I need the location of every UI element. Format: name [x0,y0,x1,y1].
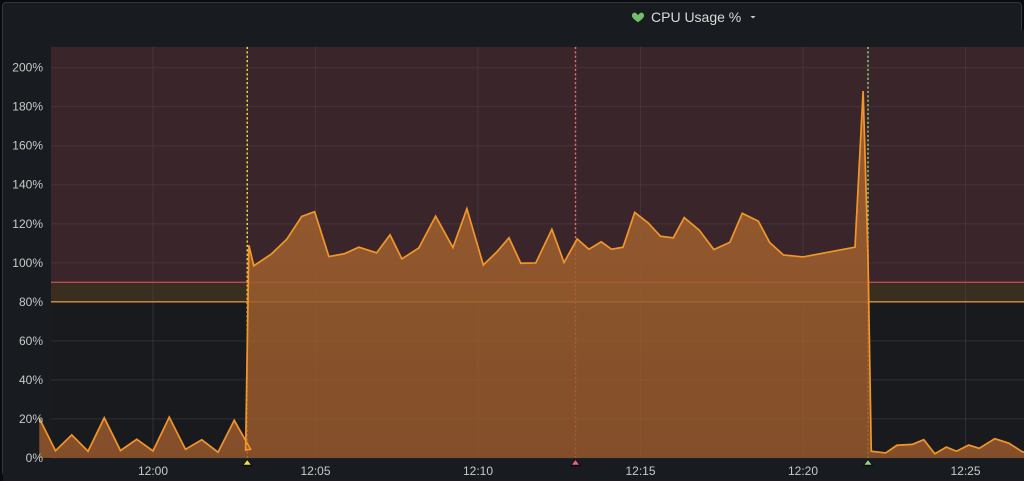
svg-text:180%: 180% [12,100,43,114]
svg-text:12:20: 12:20 [788,464,818,478]
svg-text:12:05: 12:05 [300,464,330,478]
svg-text:160%: 160% [12,139,43,153]
svg-text:200%: 200% [12,61,43,75]
svg-text:140%: 140% [12,178,43,192]
svg-text:80%: 80% [19,295,43,309]
svg-text:20%: 20% [19,412,43,426]
svg-text:0%: 0% [26,451,44,465]
svg-text:12:15: 12:15 [625,464,655,478]
svg-text:12:25: 12:25 [950,464,980,478]
svg-text:100%: 100% [12,256,43,270]
svg-text:40%: 40% [19,373,43,387]
svg-text:12:10: 12:10 [463,464,493,478]
svg-text:120%: 120% [12,217,43,231]
svg-text:60%: 60% [19,334,43,348]
svg-text:12:00: 12:00 [138,464,168,478]
